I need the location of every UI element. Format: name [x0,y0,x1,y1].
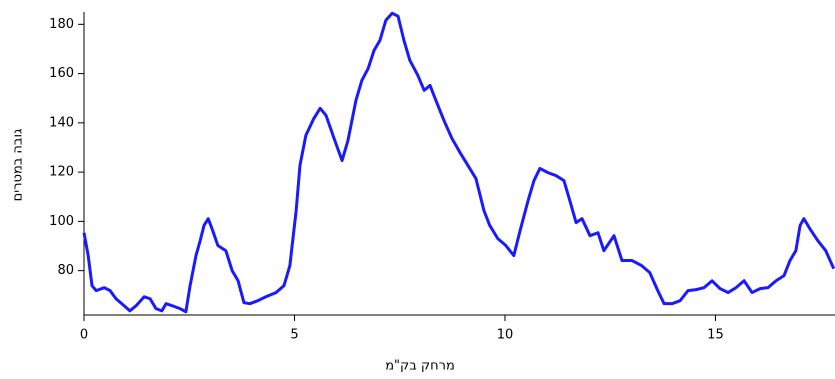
y-tick-label: 180 [49,17,74,32]
x-tick-label: 0 [80,328,88,343]
y-tick-label: 100 [49,214,74,229]
y-tick-label: 120 [49,165,74,180]
y-tick-label: 140 [49,115,74,130]
elevation-line [82,11,835,314]
x-axis-label: מרחק בק"מ [385,359,455,374]
y-tick-label: 160 [49,66,74,81]
x-tick-label: 15 [707,328,724,343]
y-axis-label: גובה במטרים [11,129,26,202]
x-tick-label: 10 [497,328,514,343]
x-tick-label: 5 [290,328,298,343]
y-tick-label: 80 [57,263,74,278]
